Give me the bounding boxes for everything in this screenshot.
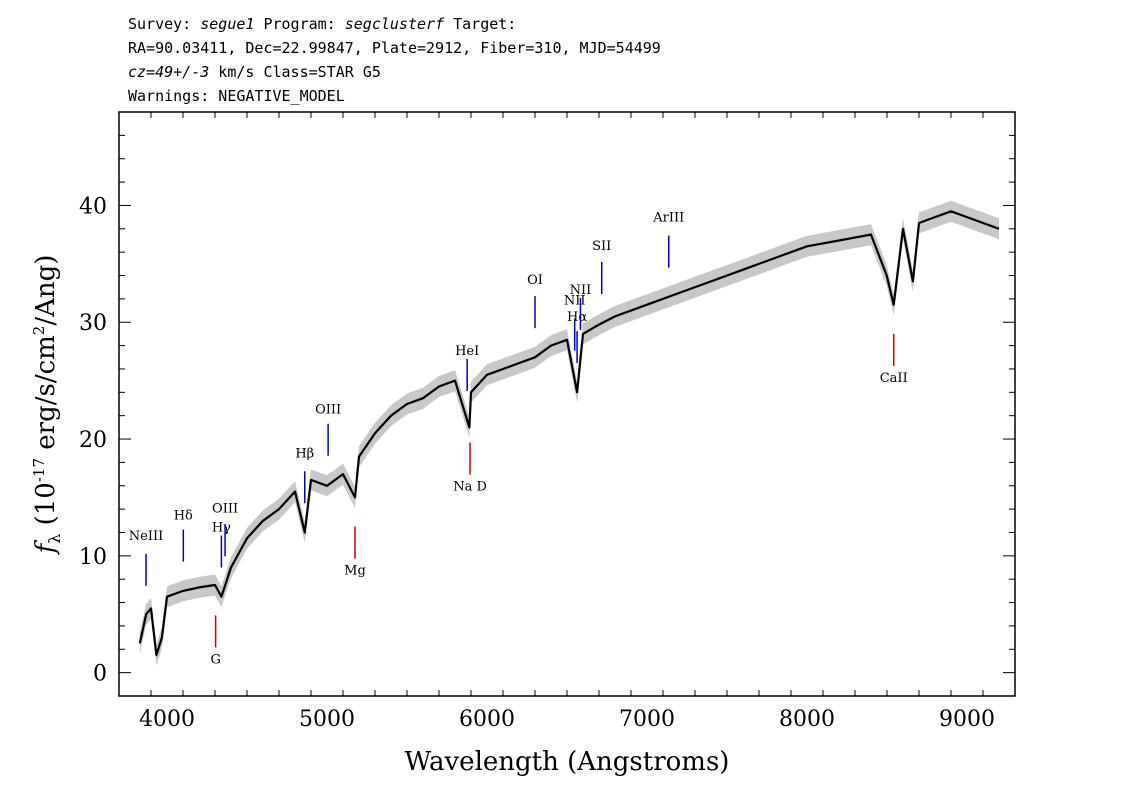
header-line-3: cz=49+/-3 km/s Class=STAR G5	[128, 60, 661, 84]
y-tick-label: 20	[79, 428, 107, 453]
tick-labels: 4000 5000 6000 7000 8000 9000 0 10 20 30 40	[79, 194, 995, 732]
line-markers: NeIIIHδHγOIIIHβOIIIHeIOINIIHαNIISIIArIII…	[129, 211, 908, 668]
header-line-2: RA=90.03411, Dec=22.99847, Plate=2912, F…	[128, 39, 661, 57]
program-value: segclusterf	[344, 15, 445, 33]
y-tick-label: 0	[93, 662, 107, 687]
x-axis-title: Wavelength (Angstroms)	[405, 747, 730, 777]
x-tick-label: 8000	[779, 707, 835, 732]
y-tick-label: 40	[79, 194, 107, 219]
spectral-line-label: Hγ	[212, 521, 231, 536]
spectrum-line	[138, 210, 1000, 657]
spectral-line-label: OIII	[212, 501, 238, 516]
spectral-line-label: Mg	[344, 564, 366, 579]
spectral-line-label: Hβ	[295, 446, 314, 461]
x-tick-label: 9000	[939, 707, 995, 732]
spectral-line-label: HeI	[455, 344, 479, 359]
spectrum-error-band	[139, 200, 1000, 666]
spectral-line-label: ArIII	[652, 211, 684, 226]
spectrum-series	[138, 200, 1000, 666]
spectral-line-label: Hδ	[174, 509, 193, 524]
x-tick-label: 6000	[459, 707, 515, 732]
x-tick-label: 4000	[139, 707, 195, 732]
spectral-line-label: Hα	[567, 310, 587, 325]
spectral-line-label: CaII	[880, 371, 908, 386]
spectral-line-label: NeIII	[129, 529, 163, 544]
class-value: km/s Class=STAR G5	[209, 63, 381, 81]
spectral-line-label: G	[210, 652, 220, 667]
x-tick-label: 7000	[619, 707, 675, 732]
y-tick-label: 30	[79, 311, 107, 336]
plot-frame	[118, 111, 1016, 697]
spectral-line-label: OIII	[315, 403, 341, 418]
axis-ticks	[118, 111, 1016, 696]
spectral-line-label: SII	[592, 239, 611, 254]
x-tick-label: 5000	[299, 707, 355, 732]
header-line-1: Survey: segue1 Program: segclusterf Targ…	[128, 12, 661, 36]
program-label: Program:	[263, 15, 336, 33]
survey-label: Survey:	[128, 15, 192, 33]
spectral-line-label: NII	[570, 283, 592, 298]
target-label: Target:	[453, 15, 517, 33]
redshift-value: cz=49+/-3	[128, 63, 210, 81]
spectrum-header: Survey: segue1 Program: segclusterf Targ…	[128, 12, 661, 108]
y-axis-title: fλ (10-17 erg/s/cm2/Ang)	[30, 255, 64, 556]
survey-value: segue1	[200, 15, 255, 33]
spectral-line-label: Na D	[453, 480, 487, 495]
spectral-line-label: OI	[527, 273, 543, 288]
header-line-4: Warnings: NEGATIVE_MODEL	[128, 87, 345, 105]
y-tick-label: 10	[79, 545, 107, 570]
